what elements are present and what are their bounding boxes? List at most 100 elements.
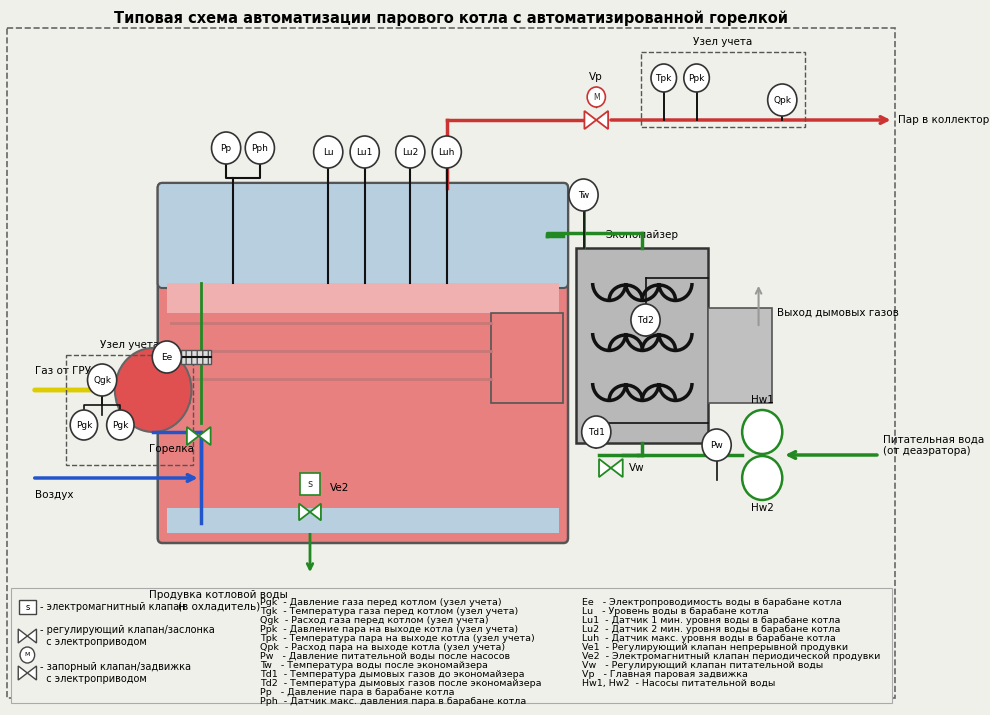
Bar (11, 588, 892, 703)
Bar (576, 248, 709, 443)
Polygon shape (187, 427, 199, 445)
Text: Ee: Ee (161, 352, 172, 362)
Text: Tw: Tw (578, 190, 589, 199)
Bar (490, 313, 563, 403)
Polygon shape (310, 503, 321, 521)
Circle shape (631, 304, 660, 336)
Circle shape (582, 416, 611, 448)
Text: Ve1  - Регулирующий клапан непрерывной продувки: Ve1 - Регулирующий клапан непрерывной пр… (582, 643, 847, 652)
Circle shape (767, 84, 797, 116)
Polygon shape (299, 503, 310, 521)
Text: Lu2  - Датчик 2 мин. уровня воды в барабане котла: Lu2 - Датчик 2 мин. уровня воды в бараба… (582, 625, 841, 634)
Polygon shape (28, 629, 37, 643)
Text: Типовая схема автоматизации парового котла с автоматизированной горелкой: Типовая схема автоматизации парового кот… (114, 10, 788, 26)
Circle shape (587, 87, 606, 107)
Circle shape (246, 132, 274, 164)
Text: Питательная вода
(от деаэратора): Питательная вода (от деаэратора) (882, 434, 984, 455)
Circle shape (107, 410, 134, 440)
Text: Td2: Td2 (638, 315, 653, 325)
Text: s: s (25, 603, 30, 611)
Text: - регулирующий клапан/заслонка
  с электроприводом: - регулирующий клапан/заслонка с электро… (41, 625, 215, 647)
Text: Vw: Vw (629, 463, 644, 473)
Text: Hw1: Hw1 (750, 395, 773, 405)
Bar (65, 355, 193, 465)
Text: Lu1  - Датчик 1 мин. уровня воды в барабане котла: Lu1 - Датчик 1 мин. уровня воды в бараба… (582, 616, 841, 625)
Circle shape (152, 341, 181, 373)
Circle shape (742, 410, 782, 454)
Text: Pw   - Давление питательной воды после насосов: Pw - Давление питательной воды после нас… (259, 652, 510, 661)
Text: Выход дымовых газов: Выход дымовых газов (777, 308, 899, 318)
Text: Пар в коллектор: Пар в коллектор (898, 115, 989, 125)
Polygon shape (611, 459, 623, 477)
Circle shape (396, 136, 425, 168)
Text: Ve2: Ve2 (330, 483, 349, 493)
FancyBboxPatch shape (157, 183, 568, 543)
Text: Qgk  - Расход газа перед котлом (узел учета): Qgk - Расход газа перед котлом (узел уче… (259, 616, 488, 625)
Circle shape (569, 179, 598, 211)
Text: s: s (308, 479, 313, 489)
Text: Qpk  - Расход пара на выходе котла (узел учета): Qpk - Расход пара на выходе котла (узел … (259, 643, 505, 652)
Text: Td2  - Температура дымовых газов после экономайзера: Td2 - Температура дымовых газов после эк… (259, 679, 542, 688)
Polygon shape (18, 666, 28, 680)
Bar (709, 308, 772, 403)
Text: Qgk: Qgk (93, 375, 111, 385)
Bar (153, 372, 162, 408)
FancyBboxPatch shape (157, 183, 568, 288)
Text: Газ от ГРУ: Газ от ГРУ (35, 366, 91, 376)
Polygon shape (199, 427, 211, 445)
Text: Pp: Pp (221, 144, 232, 152)
Text: Vw   - Регулирующий клапан питательной воды: Vw - Регулирующий клапан питательной вод… (582, 661, 823, 670)
Text: Vp: Vp (589, 72, 603, 82)
Text: Ee   - Электропроводимость воды в барабане котла: Ee - Электропроводимость воды в барабане… (582, 598, 842, 607)
Text: Pgk: Pgk (112, 420, 129, 430)
Circle shape (87, 364, 117, 396)
Text: Экономайзер: Экономайзер (606, 230, 679, 240)
Text: Td1: Td1 (588, 428, 605, 436)
Text: Узел учета: Узел учета (100, 340, 159, 350)
Bar (300, 473, 320, 495)
Text: - запорный клапан/задвижка
  с электроприводом: - запорный клапан/задвижка с электроприв… (41, 662, 191, 684)
Text: Tpk: Tpk (655, 74, 672, 82)
Text: Hw1, Hw2  - Насосы питательной воды: Hw1, Hw2 - Насосы питательной воды (582, 679, 775, 688)
Polygon shape (596, 111, 608, 129)
Circle shape (350, 136, 379, 168)
Text: Ve2  - Электромагнитный клапан периодической продувки: Ve2 - Электромагнитный клапан периодичес… (582, 652, 880, 661)
Circle shape (314, 136, 343, 168)
Circle shape (212, 132, 241, 164)
Text: Vp   - Главная паровая задвижка: Vp - Главная паровая задвижка (582, 670, 747, 679)
Bar (167, 283, 559, 313)
Circle shape (742, 456, 782, 500)
Text: Tpk  - Температура пара на выходе котла (узел учета): Tpk - Температура пара на выходе котла (… (259, 634, 535, 643)
Text: Lu2: Lu2 (402, 147, 419, 157)
Bar (181, 350, 211, 364)
Text: Ve1: Ve1 (172, 396, 192, 406)
Circle shape (684, 64, 710, 92)
Text: Ppk: Ppk (688, 74, 705, 82)
Bar (19, 600, 36, 614)
Polygon shape (28, 666, 37, 680)
Text: Tw   - Температура воды после экономайзера: Tw - Температура воды после экономайзера (259, 661, 488, 670)
Circle shape (702, 429, 732, 461)
Text: Ppk  - Давление пара на выходе котла (узел учета): Ppk - Давление пара на выходе котла (узе… (259, 625, 518, 634)
Text: Pp   - Давление пара в барабане котла: Pp - Давление пара в барабане котла (259, 688, 454, 697)
Text: Узел учета: Узел учета (693, 37, 752, 47)
Circle shape (433, 136, 461, 168)
Text: Qpk: Qpk (773, 96, 791, 104)
Text: Luh  - Датчик макс. уровня воды в барабане котла: Luh - Датчик макс. уровня воды в барабан… (582, 634, 836, 643)
Text: Tgk  - Температура газа перед котлом (узел учета): Tgk - Температура газа перед котлом (узе… (259, 607, 518, 616)
Circle shape (20, 647, 35, 663)
Text: Td1  - Температура дымовых газов до экономайзера: Td1 - Температура дымовых газов до эконо… (259, 670, 525, 679)
Text: Воздух: Воздух (35, 490, 73, 500)
Text: M: M (25, 653, 30, 658)
Circle shape (115, 348, 191, 432)
Bar (641, 52, 805, 127)
Text: Lu1: Lu1 (356, 147, 373, 157)
Polygon shape (599, 459, 611, 477)
Text: M: M (593, 92, 600, 102)
Text: Pgk  - Давление газа перед котлом (узел учета): Pgk - Давление газа перед котлом (узел у… (259, 598, 502, 607)
Circle shape (70, 410, 98, 440)
Text: Lu   - Уровень воды в барабане котла: Lu - Уровень воды в барабане котла (582, 607, 768, 616)
Text: - электромагнитный клапан: - электромагнитный клапан (41, 602, 185, 612)
Text: Горелка: Горелка (148, 444, 194, 454)
Text: Pph: Pph (251, 144, 268, 152)
